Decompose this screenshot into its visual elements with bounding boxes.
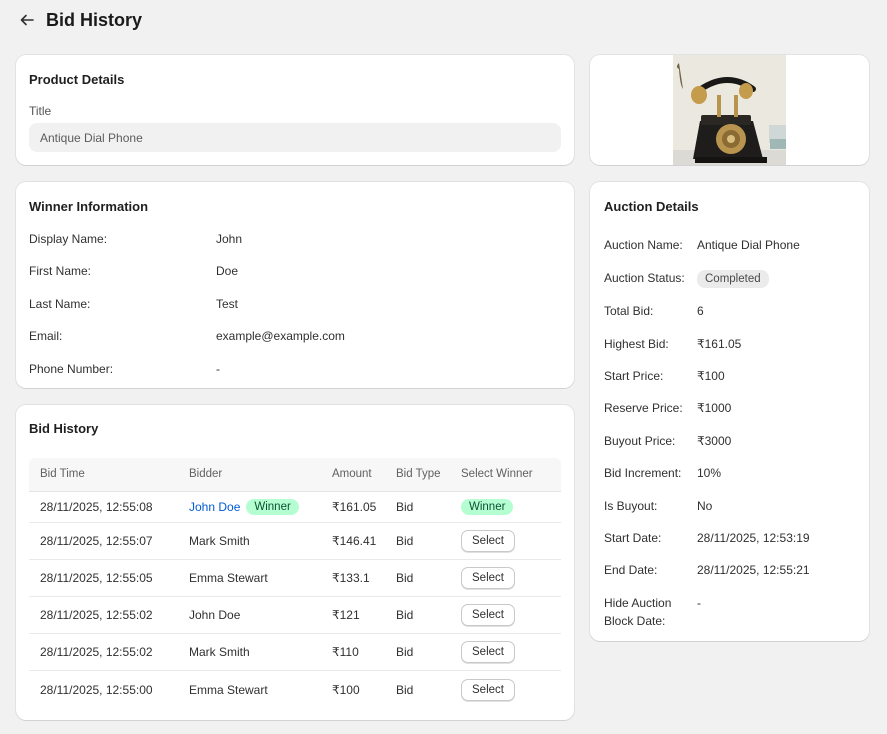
start-price-value: ₹100	[697, 369, 725, 383]
start-date-value: 28/11/2025, 12:53:19	[697, 531, 810, 545]
select-winner-button[interactable]: Select	[461, 530, 515, 552]
select-winner-button[interactable]: Select	[461, 567, 515, 589]
table-row: 28/11/2025, 12:55:07 Mark Smith ₹146.41 …	[29, 523, 561, 560]
bid-amount: ₹133.1	[332, 571, 370, 585]
winner-information-card: Winner Information Display Name: John Fi…	[16, 182, 574, 388]
auction-details-card: Auction Details Auction Name: Antique Di…	[590, 182, 869, 641]
table-row: 28/11/2025, 12:55:00 Emma Stewart ₹100 B…	[29, 671, 561, 708]
auction-status-label: Auction Status:	[604, 271, 685, 285]
product-details-card: Product Details Title Antique Dial Phone	[16, 55, 574, 165]
auction-name-value: Antique Dial Phone	[697, 238, 800, 252]
winner-information-title: Winner Information	[29, 199, 149, 214]
column-header-amount: Amount	[332, 468, 372, 480]
bid-type: Bid	[396, 534, 414, 548]
bid-time: 28/11/2025, 12:55:07	[40, 534, 153, 548]
hide-auction-block-date-value: -	[697, 596, 701, 610]
reserve-price-label: Reserve Price:	[604, 401, 683, 415]
phone-number-label: Phone Number:	[29, 362, 114, 376]
back-button[interactable]	[18, 11, 36, 29]
bid-type: Bid	[396, 682, 414, 697]
bid-history-card: Bid History Bid Time Bidder Amount Bid T…	[16, 405, 574, 720]
auction-details-title: Auction Details	[604, 199, 699, 214]
bid-amount: ₹121	[332, 608, 360, 622]
last-name-value: Test	[216, 297, 239, 311]
select-winner-button[interactable]: Select	[461, 678, 515, 701]
select-winner-cell: Winner	[461, 499, 514, 515]
table-row: 28/11/2025, 12:55:08 John Doe Winner ₹16…	[29, 492, 561, 523]
buyout-price-value: ₹3000	[697, 434, 732, 448]
title-label: Title	[29, 104, 52, 118]
winner-badge: Winner	[246, 499, 299, 515]
column-header-bidder: Bidder	[189, 468, 223, 480]
end-date-value: 28/11/2025, 12:55:21	[697, 563, 810, 577]
display-name-link[interactable]: John	[216, 232, 243, 246]
bidder-link[interactable]: John Doe	[189, 500, 241, 514]
bidder-link[interactable]: Emma Stewart	[189, 571, 268, 585]
reserve-price-value: ₹1000	[697, 401, 732, 415]
column-header-bid-type: Bid Type	[396, 468, 441, 480]
bidder-link[interactable]: Mark Smith	[189, 534, 250, 548]
table-row: 28/11/2025, 12:55:05 Emma Stewart ₹133.1…	[29, 560, 561, 597]
highest-bid-label: Highest Bid:	[604, 337, 669, 351]
email-label: Email:	[29, 329, 63, 343]
bid-history-table: Bid Time Bidder Amount Bid Type Select W…	[29, 458, 561, 708]
start-price-label: Start Price:	[604, 369, 664, 383]
selected-winner-badge: Winner	[461, 499, 514, 515]
arrow-left-icon	[20, 14, 34, 26]
hide-auction-block-date-label: Hide Auction Block Date:	[604, 596, 672, 628]
table-header: Bid Time Bidder Amount Bid Type Select W…	[29, 458, 561, 492]
bid-time: 28/11/2025, 12:55:05	[40, 571, 153, 585]
select-winner-button[interactable]: Select	[461, 604, 515, 626]
column-header-bid-time: Bid Time	[40, 468, 85, 480]
first-name-label: First Name:	[29, 264, 92, 278]
status-badge: Completed	[697, 270, 769, 288]
product-details-title: Product Details	[29, 72, 125, 87]
start-date-label: Start Date:	[604, 531, 662, 545]
page-title: Bid History	[46, 9, 143, 30]
table-row: 28/11/2025, 12:55:02 John Doe ₹121 Bid S…	[29, 597, 561, 634]
total-bid-value: 6	[697, 304, 704, 318]
display-name-label: Display Name:	[29, 232, 108, 246]
bidder-link[interactable]: Mark Smith	[189, 645, 250, 659]
bid-amount: ₹100	[332, 682, 360, 697]
bid-amount: ₹146.41	[332, 534, 377, 548]
column-header-select-winner: Select Winner	[461, 468, 533, 480]
bid-type: Bid	[396, 645, 414, 659]
email-value: example@example.com	[216, 329, 345, 343]
product-image-card	[590, 55, 869, 165]
first-name-value: Doe	[216, 264, 239, 278]
highest-bid-value: ₹161.05	[697, 337, 742, 351]
bid-increment-label: Bid Increment:	[604, 466, 682, 480]
page-header: Bid History	[18, 8, 142, 32]
is-buyout-value: No	[697, 499, 713, 513]
bid-increment-value: 10%	[697, 466, 722, 480]
bid-history-title: Bid History	[29, 421, 99, 436]
buyout-price-label: Buyout Price:	[604, 434, 676, 448]
end-date-label: End Date:	[604, 563, 658, 577]
total-bid-label: Total Bid:	[604, 304, 654, 318]
bid-time: 28/11/2025, 12:55:08	[40, 500, 153, 514]
bid-time: 28/11/2025, 12:55:00	[40, 682, 153, 697]
phone-number-value: -	[216, 362, 220, 376]
bidder-cell: John Doe Winner	[189, 499, 299, 515]
title-field-value: Antique Dial Phone	[40, 130, 143, 145]
bidder-link[interactable]: Emma Stewart	[189, 682, 268, 697]
bid-time: 28/11/2025, 12:55:02	[40, 608, 153, 622]
bid-type: Bid	[396, 608, 414, 622]
bid-amount: ₹110	[332, 645, 359, 659]
bidder-link[interactable]: John Doe	[189, 608, 241, 622]
last-name-label: Last Name:	[29, 297, 91, 311]
select-winner-button[interactable]: Select	[461, 641, 515, 663]
bid-type: Bid	[396, 500, 414, 514]
bid-type: Bid	[396, 571, 414, 585]
auction-name-label: Auction Name:	[604, 238, 683, 252]
bid-time: 28/11/2025, 12:55:02	[40, 645, 153, 659]
bid-amount: ₹161.05	[332, 500, 377, 514]
product-image	[673, 55, 786, 165]
table-row: 28/11/2025, 12:55:02 Mark Smith ₹110 Bid…	[29, 634, 561, 671]
title-field[interactable]: Antique Dial Phone	[29, 123, 561, 152]
is-buyout-label: Is Buyout:	[604, 499, 658, 513]
